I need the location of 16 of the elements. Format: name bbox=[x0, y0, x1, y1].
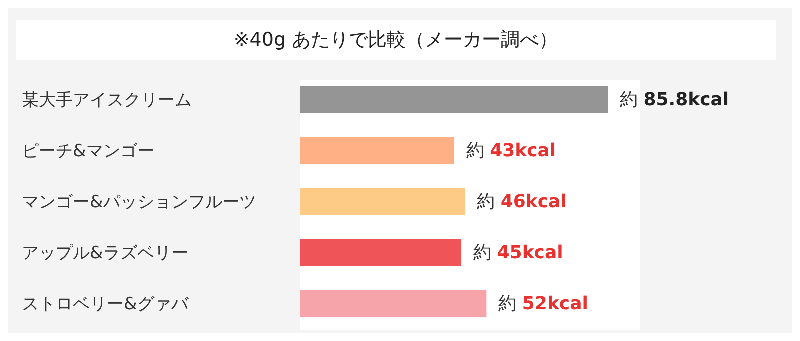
y-tick-label: ピーチ&マンゴー bbox=[22, 142, 154, 162]
data-label: 約 52kcal bbox=[498, 293, 588, 314]
y-tick-label: ストロベリー&グァバ bbox=[22, 294, 190, 315]
bar bbox=[300, 290, 487, 318]
bar bbox=[300, 188, 466, 216]
data-label: 約 45kcal bbox=[474, 242, 564, 264]
data-label: 約 43kcal bbox=[466, 140, 556, 162]
bar bbox=[300, 86, 608, 114]
bar bbox=[300, 239, 462, 266]
data-label: 約 46kcal bbox=[477, 191, 567, 212]
data-label: 約 85.8kcal bbox=[620, 89, 730, 110]
y-tick-label: 某大手アイスクリーム bbox=[22, 90, 192, 111]
chart-title: ※40g あたりで比較（メーカー調べ） bbox=[16, 20, 776, 60]
bar bbox=[300, 137, 454, 164]
y-tick-label: マンゴー&パッションフルーツ bbox=[22, 192, 256, 213]
y-tick-label: アップル&ラズベリー bbox=[22, 244, 188, 264]
